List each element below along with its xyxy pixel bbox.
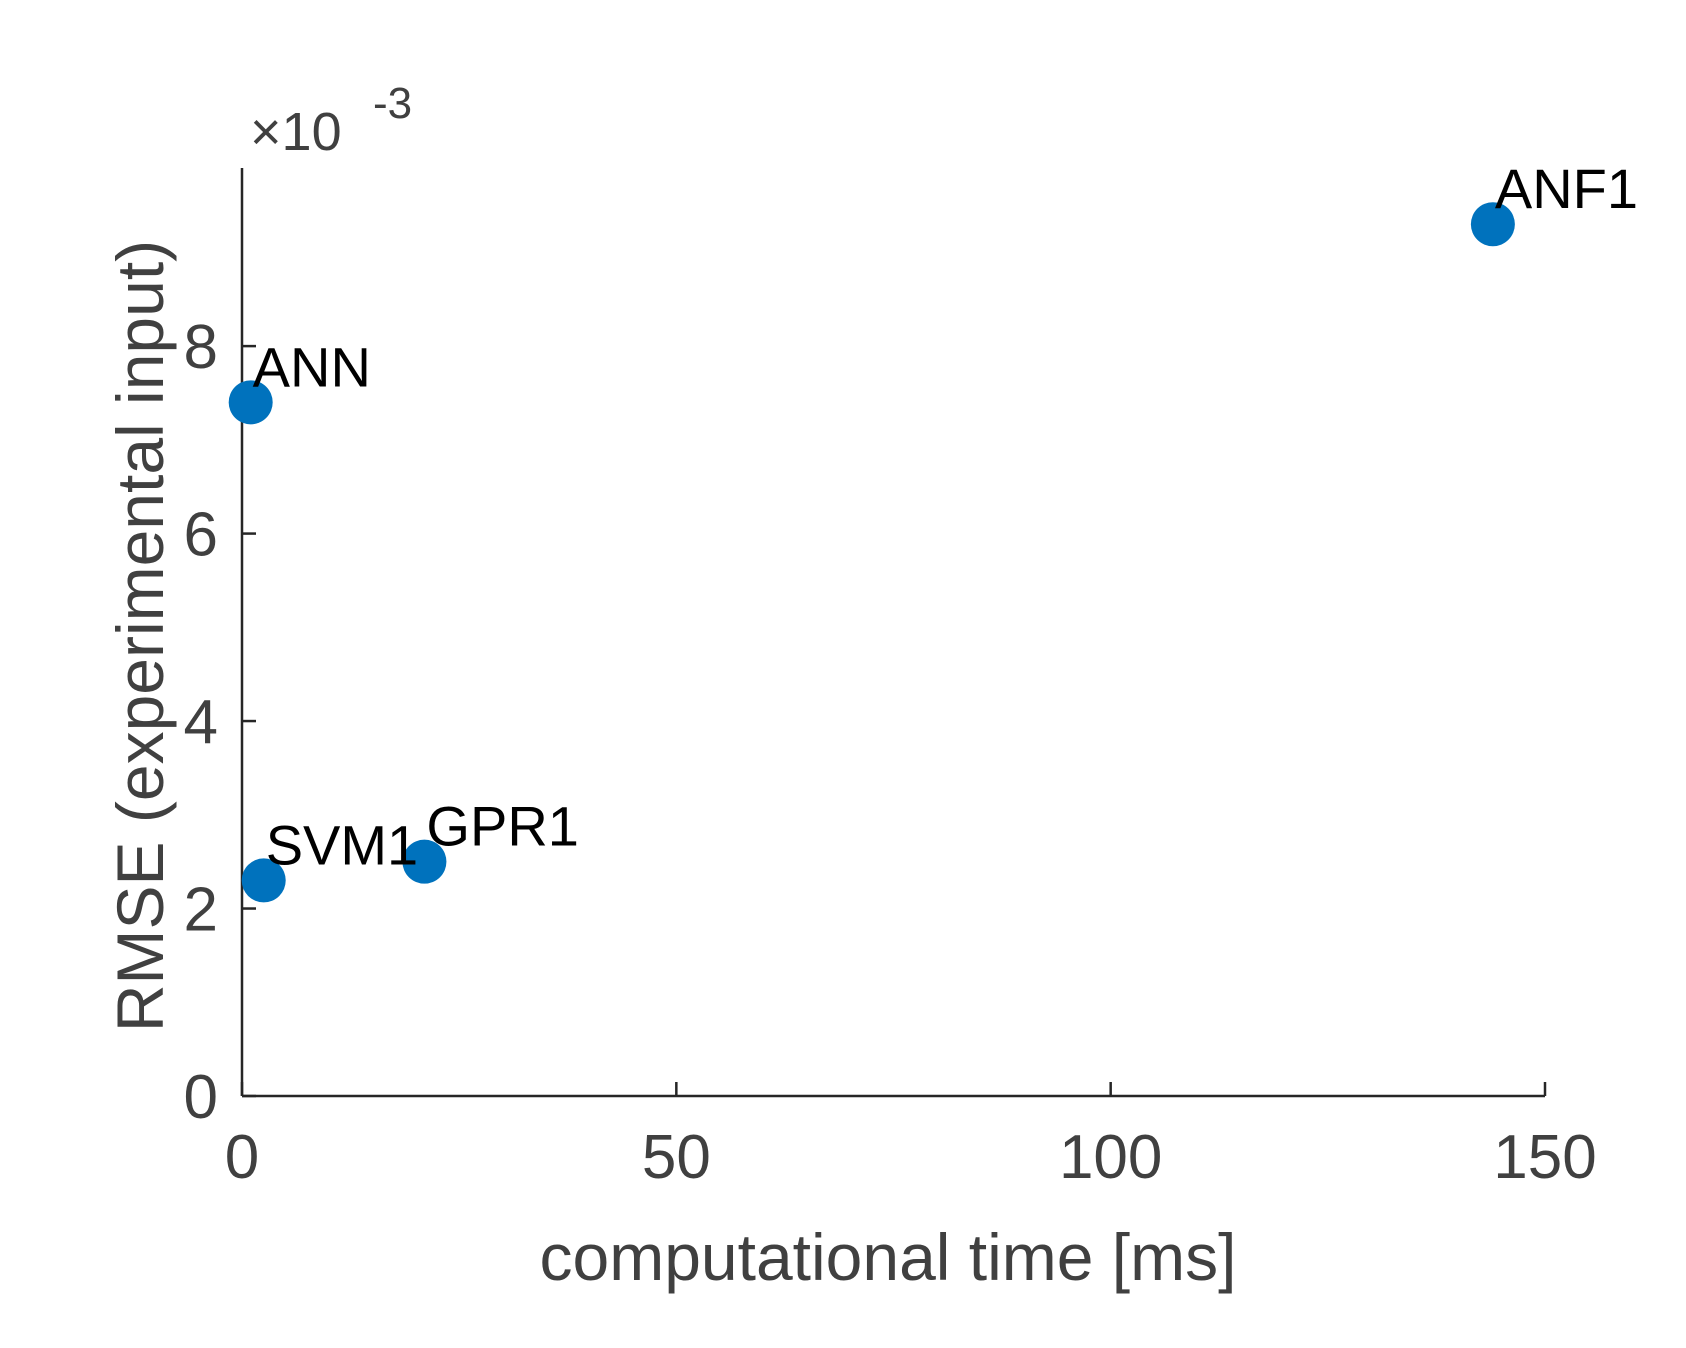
data-points (228, 202, 1515, 903)
data-point-ann (228, 380, 273, 425)
point-label-svm1: SVM1 (266, 813, 419, 876)
x-ticks: 0 50 100 150 (225, 1082, 1597, 1192)
y-tick-label: 8 (184, 313, 218, 382)
x-axis-title: computational time [ms] (540, 1220, 1237, 1294)
y-exponent-base: ×10 (250, 102, 342, 162)
y-tick-label: 4 (184, 688, 218, 757)
point-label-gpr1: GPR1 (426, 795, 579, 858)
x-tick-label: 0 (225, 1123, 259, 1192)
y-tick-label: 6 (184, 501, 218, 570)
y-axis-title: RMSE (experimental input) (103, 240, 177, 1032)
x-tick-label: 100 (1059, 1123, 1162, 1192)
data-point-gpr1 (402, 839, 447, 884)
data-point-anf1 (1470, 202, 1515, 247)
y-exponent-label: ×10 -3 (250, 79, 412, 162)
y-exponent-power: -3 (373, 79, 412, 128)
y-tick-label: 2 (184, 876, 218, 945)
axes (240, 168, 1545, 1098)
x-tick-label: 150 (1493, 1123, 1596, 1192)
x-tick-label: 50 (642, 1123, 711, 1192)
data-point-svm1 (241, 858, 286, 903)
y-ticks: 0 2 4 6 8 (184, 313, 256, 1132)
point-label-ann: ANN (253, 335, 371, 398)
point-label-anf1: ANF1 (1495, 157, 1638, 220)
y-tick-label: 0 (184, 1063, 218, 1132)
point-labels: ANN SVM1 GPR1 ANF1 (253, 157, 1638, 876)
